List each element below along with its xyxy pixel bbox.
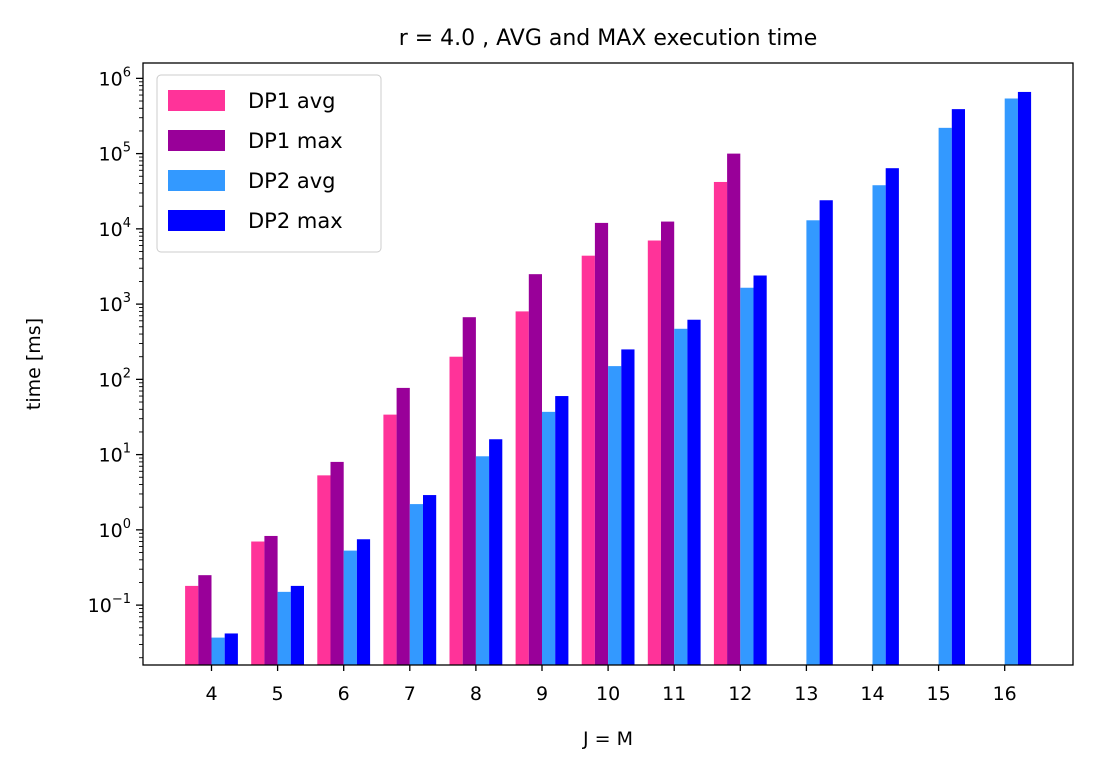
bar [211, 637, 225, 665]
legend-label: DP1 avg [248, 89, 336, 113]
bar [330, 461, 344, 665]
bar [687, 319, 701, 665]
bar [555, 396, 569, 665]
bar [885, 168, 899, 665]
bar [515, 311, 529, 665]
y-tick-label: 106 [99, 65, 131, 90]
y-tick-label: 105 [99, 141, 131, 166]
legend-label: DP1 max [248, 129, 343, 153]
x-tick-label: 8 [470, 683, 482, 705]
bar [396, 387, 410, 665]
bar [806, 220, 820, 666]
y-tick-label: 10−1 [88, 592, 131, 617]
bar [264, 535, 278, 665]
x-tick-label: 15 [927, 683, 951, 705]
bar [251, 541, 265, 665]
bar [356, 539, 371, 665]
bar [185, 585, 199, 665]
bar [383, 414, 397, 665]
x-tick-label: 6 [338, 683, 350, 705]
x-tick-label: 10 [596, 683, 620, 705]
x-tick-label: 11 [662, 683, 686, 705]
legend-swatch [168, 210, 225, 231]
bars-layer [185, 91, 1032, 666]
bar [343, 550, 357, 665]
bar [713, 181, 728, 665]
legend: DP1 avg DP1 max DP2 avg DP2 max [156, 74, 382, 253]
y-tick-label: 104 [99, 216, 131, 241]
legend-swatch [168, 90, 225, 111]
y-tick-label: 101 [99, 442, 131, 467]
bar [727, 153, 741, 666]
bar [449, 356, 463, 665]
bar [608, 366, 622, 665]
bar [621, 349, 635, 665]
bar [462, 317, 476, 665]
legend-label: DP2 avg [248, 169, 336, 193]
bar [872, 185, 886, 666]
bar [740, 287, 754, 665]
bar [290, 585, 304, 665]
x-tick-label: 12 [728, 683, 752, 705]
bar [423, 495, 437, 665]
bar [819, 200, 833, 665]
bar [409, 504, 423, 665]
x-tick-label: 9 [536, 683, 548, 705]
legend-label: DP2 max [248, 209, 343, 233]
x-tick-label: 4 [205, 683, 217, 705]
bar [951, 109, 965, 665]
bar [938, 127, 952, 666]
bar [198, 575, 212, 665]
bar [317, 475, 331, 665]
y-axis-label: time [ms] [23, 318, 45, 410]
chart-title: r = 4.0 , AVG and MAX execution time [399, 26, 818, 51]
bar [224, 633, 238, 665]
x-tick-label: 16 [993, 683, 1017, 705]
x-tick-label: 14 [860, 683, 884, 705]
x-axis-label: J = M [582, 728, 633, 750]
x-tick-label: 7 [404, 683, 416, 705]
x-tick-label: 13 [794, 683, 818, 705]
bar [647, 240, 661, 665]
bar [674, 328, 688, 665]
bar [753, 275, 767, 665]
legend-swatch [168, 130, 225, 151]
bar [1004, 98, 1018, 665]
bar [277, 591, 291, 665]
y-tick-label: 102 [99, 366, 131, 391]
axes-layer: 4 5 6 7 8 9 10 11 12 13 14 15 16 10−1 100 101 102 103 104 1… [88, 65, 1017, 705]
bar [542, 411, 556, 665]
legend-box [156, 74, 382, 253]
y-tick-label: 100 [99, 517, 131, 542]
bar [661, 221, 675, 665]
x-tick-label: 5 [272, 683, 284, 705]
y-tick-label: 103 [99, 291, 131, 316]
plot-frame [142, 62, 1074, 666]
bar [489, 439, 503, 665]
bar [528, 274, 542, 665]
bar [1017, 91, 1032, 665]
bar [594, 222, 609, 665]
bar [475, 456, 490, 665]
legend-swatch [168, 170, 225, 191]
bar [581, 255, 595, 665]
